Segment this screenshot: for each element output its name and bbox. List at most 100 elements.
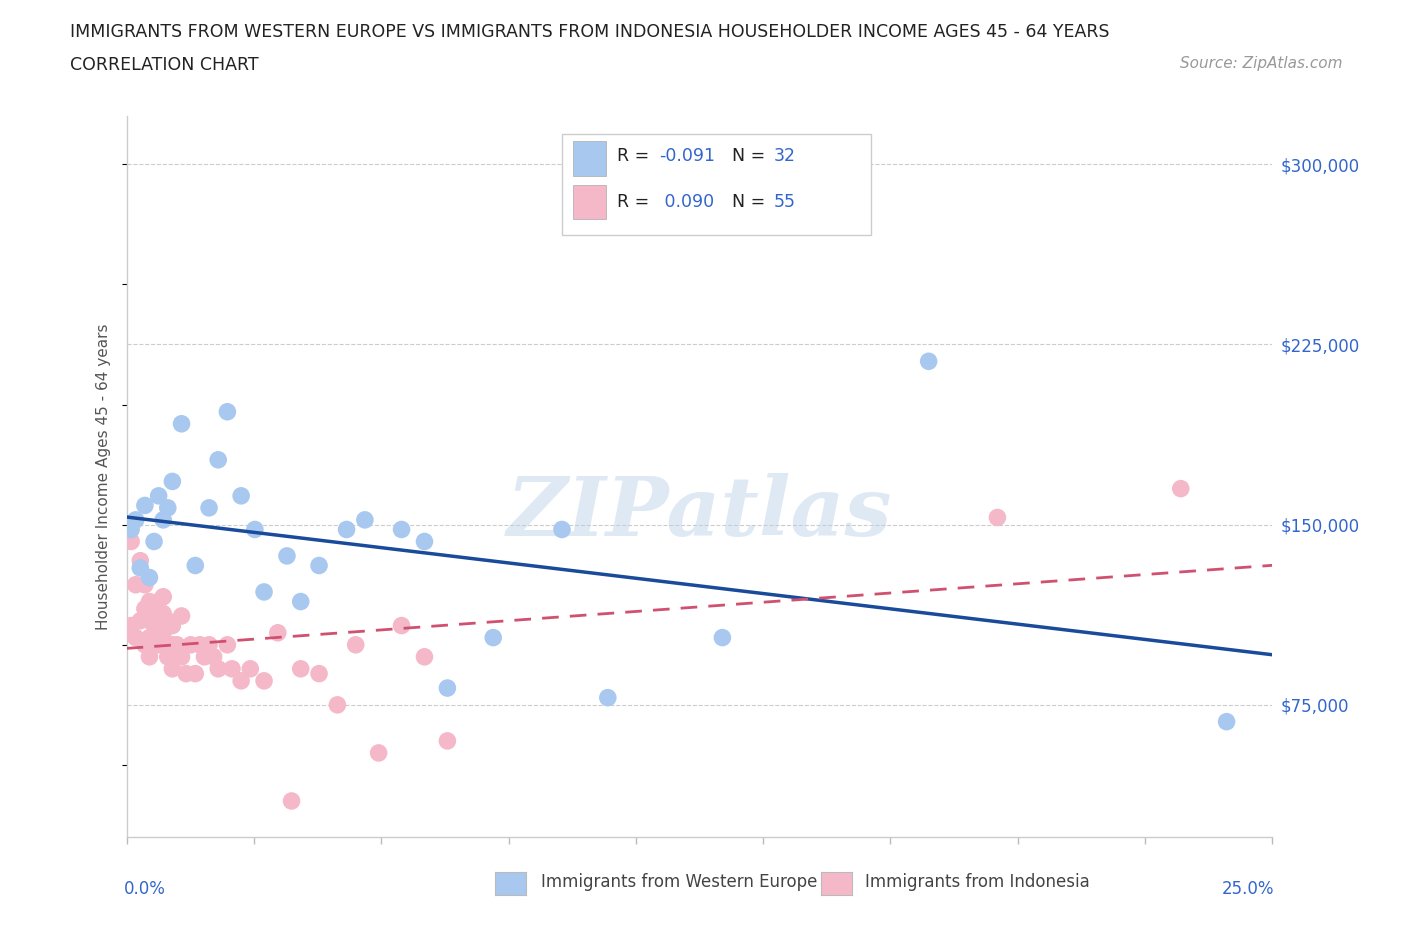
Point — [413, 649, 436, 664]
Bar — [574, 185, 606, 219]
Bar — [574, 141, 606, 176]
Point — [134, 637, 156, 652]
Point — [231, 488, 253, 503]
Point — [551, 522, 574, 537]
Point — [198, 637, 221, 652]
Point — [367, 746, 389, 761]
Text: 55: 55 — [773, 193, 796, 211]
Point — [308, 666, 330, 681]
Text: 0.0%: 0.0% — [124, 880, 166, 898]
Point — [162, 618, 184, 633]
Point — [152, 590, 174, 604]
Point — [138, 631, 160, 645]
Point — [156, 614, 179, 629]
Point — [125, 512, 148, 527]
Point — [436, 681, 458, 696]
Point — [193, 649, 215, 664]
Point — [918, 354, 941, 369]
Text: R =: R = — [617, 147, 655, 166]
Point — [391, 522, 413, 537]
Text: 0.090: 0.090 — [659, 193, 714, 211]
Point — [120, 522, 142, 537]
Point — [129, 553, 152, 568]
Point — [129, 614, 152, 629]
Point — [125, 578, 148, 592]
Point — [253, 585, 276, 600]
Point — [711, 631, 734, 645]
Point — [134, 602, 156, 617]
Point — [170, 649, 193, 664]
Point — [280, 793, 302, 808]
Text: 25.0%: 25.0% — [1222, 880, 1275, 898]
Point — [202, 649, 225, 664]
Point — [243, 522, 266, 537]
Point — [308, 558, 330, 573]
Point — [217, 405, 239, 419]
Point — [162, 637, 184, 652]
Text: -0.091: -0.091 — [659, 147, 716, 166]
Point — [138, 649, 160, 664]
Point — [184, 666, 207, 681]
Point — [335, 522, 357, 537]
Point — [143, 534, 166, 549]
Point — [986, 510, 1008, 525]
Text: IMMIGRANTS FROM WESTERN EUROPE VS IMMIGRANTS FROM INDONESIA HOUSEHOLDER INCOME A: IMMIGRANTS FROM WESTERN EUROPE VS IMMIGR… — [70, 23, 1109, 41]
Point — [174, 666, 197, 681]
Point — [482, 631, 505, 645]
Point — [354, 512, 377, 527]
Point — [156, 500, 179, 515]
Point — [253, 673, 276, 688]
Point — [148, 488, 170, 503]
Point — [180, 637, 202, 652]
Point — [152, 637, 174, 652]
Point — [188, 637, 211, 652]
Point — [125, 631, 148, 645]
Point — [120, 618, 142, 633]
Text: Immigrants from Western Europe: Immigrants from Western Europe — [541, 872, 818, 891]
Point — [290, 661, 312, 676]
FancyBboxPatch shape — [562, 134, 872, 235]
Point — [156, 649, 179, 664]
Point — [290, 594, 312, 609]
Point — [170, 417, 193, 432]
Point — [391, 618, 413, 633]
Point — [152, 606, 174, 621]
Point — [221, 661, 243, 676]
Point — [162, 661, 184, 676]
Point — [166, 637, 188, 652]
Text: Immigrants from Indonesia: Immigrants from Indonesia — [865, 872, 1090, 891]
Point — [143, 637, 166, 652]
Text: Source: ZipAtlas.com: Source: ZipAtlas.com — [1180, 56, 1343, 71]
Point — [138, 594, 160, 609]
Point — [143, 618, 166, 633]
Point — [129, 561, 152, 576]
Text: 32: 32 — [773, 147, 796, 166]
Point — [152, 625, 174, 640]
Point — [134, 498, 156, 513]
Point — [207, 661, 229, 676]
Point — [217, 637, 239, 652]
Point — [1170, 481, 1192, 496]
Point — [413, 534, 436, 549]
Point — [436, 734, 458, 749]
Point — [326, 698, 349, 712]
Point — [184, 558, 207, 573]
Point — [148, 625, 170, 640]
Point — [267, 625, 290, 640]
Point — [276, 549, 298, 564]
Point — [152, 512, 174, 527]
Point — [120, 534, 142, 549]
Text: N =: N = — [731, 193, 770, 211]
Point — [1215, 714, 1237, 729]
Point — [344, 637, 367, 652]
Point — [138, 570, 160, 585]
Point — [231, 673, 253, 688]
Point — [148, 637, 170, 652]
Text: R =: R = — [617, 193, 655, 211]
Text: CORRELATION CHART: CORRELATION CHART — [70, 56, 259, 73]
Point — [143, 606, 166, 621]
Point — [134, 578, 156, 592]
Point — [170, 608, 193, 623]
Point — [198, 500, 221, 515]
Text: ZIPatlas: ZIPatlas — [506, 472, 893, 552]
